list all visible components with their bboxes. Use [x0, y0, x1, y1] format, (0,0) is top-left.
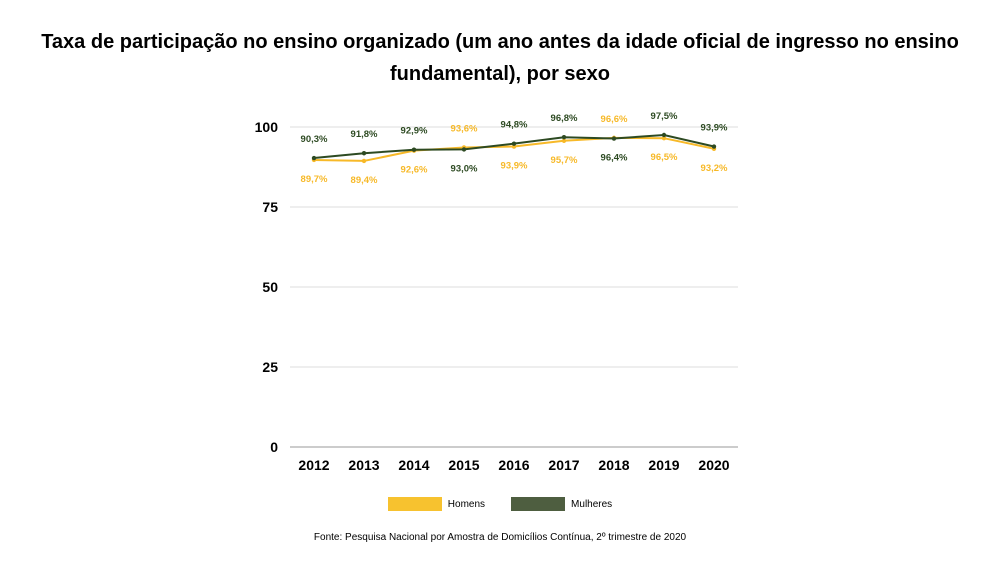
- data-label-homens: 92,6%: [401, 165, 428, 176]
- data-label-homens: 96,6%: [601, 114, 628, 125]
- data-label-mulheres: 93,9%: [701, 123, 728, 134]
- data-label-mulheres: 96,4%: [601, 153, 628, 164]
- data-label-mulheres: 91,8%: [351, 129, 378, 140]
- legend: Homens Mulheres: [0, 497, 1000, 511]
- x-tick-label: 2020: [698, 457, 729, 473]
- legend-swatch-mulheres: [511, 497, 566, 511]
- data-point-homens: [561, 138, 567, 143]
- x-tick-label: 2016: [498, 457, 529, 473]
- data-label-mulheres: 92,9%: [401, 126, 428, 137]
- data-label-homens: 93,2%: [701, 163, 728, 174]
- data-label-homens: 89,7%: [301, 174, 328, 185]
- y-tick-label: 50: [262, 279, 278, 295]
- data-label-homens: 89,4%: [351, 175, 378, 186]
- data-label-mulheres: 90,3%: [301, 134, 328, 145]
- data-point-mulheres: [411, 147, 417, 152]
- line-chart: 0 25 50 75 100 2012 2013 2014 2015 2016 2017 2018 20…: [255, 111, 738, 473]
- data-label-homens: 96,5%: [651, 152, 678, 163]
- data-label-homens: 95,7%: [551, 155, 578, 166]
- data-label-mulheres: 93,0%: [451, 163, 478, 174]
- data-label-mulheres: 97,5%: [651, 111, 678, 122]
- data-point-mulheres: [461, 147, 467, 152]
- data-point-mulheres: [311, 155, 317, 161]
- legend-item-mulheres: Mulheres: [511, 497, 612, 511]
- data-label-homens: 93,9%: [501, 161, 528, 172]
- x-tick-label: 2015: [448, 457, 479, 473]
- x-tick-label: 2013: [348, 457, 379, 473]
- source-note: Fonte: Pesquisa Nacional por Amostra de …: [313, 532, 687, 543]
- data-point-mulheres: [361, 151, 367, 156]
- y-tick-label: 75: [262, 199, 278, 215]
- data-label-homens: 93,6%: [451, 123, 478, 134]
- data-point-homens: [661, 136, 667, 141]
- x-tick-label: 2012: [298, 457, 329, 473]
- chart-title: Taxa de participação no ensino organizad…: [0, 26, 1000, 90]
- legend-swatch-homens: [387, 497, 442, 511]
- data-point-mulheres: [661, 132, 667, 138]
- data-label-mulheres: 94,8%: [501, 120, 528, 131]
- data-point-mulheres: [561, 135, 567, 140]
- x-tick-label: 2017: [548, 457, 579, 473]
- legend-label-mulheres: Mulheres: [571, 498, 613, 510]
- data-label-mulheres: 96,8%: [551, 113, 578, 124]
- data-point-homens: [361, 158, 367, 164]
- data-point-mulheres: [611, 136, 617, 141]
- chart-title-line1: Taxa de participação no ensino organizad…: [41, 31, 959, 53]
- y-tick-label: 0: [270, 439, 278, 455]
- x-tick-label: 2018: [598, 457, 629, 473]
- y-tick-label: 25: [262, 359, 278, 375]
- legend-label-homens: Homens: [447, 498, 486, 510]
- chart-title-line2: fundamental), por sexo: [389, 63, 611, 85]
- x-tick-label: 2019: [648, 457, 679, 473]
- legend-item-homens: Homens: [387, 497, 486, 511]
- data-point-mulheres: [711, 144, 717, 149]
- x-tick-label: 2014: [398, 457, 429, 473]
- y-tick-label: 100: [255, 119, 279, 135]
- data-point-mulheres: [511, 141, 517, 146]
